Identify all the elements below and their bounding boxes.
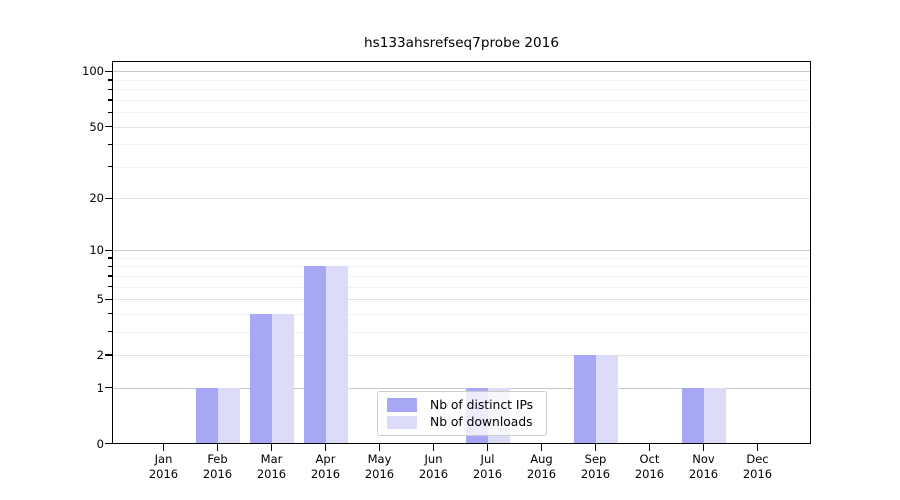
x-tick-label: Nov 2016 (688, 452, 719, 481)
y-tick-label: 50 (89, 119, 104, 134)
x-tick-mark (486, 444, 489, 451)
bar-nb-of-downloads (325, 266, 348, 444)
bar-nb-of-downloads (271, 313, 294, 444)
x-tick-mark (216, 444, 219, 451)
bar-nb-of-distinct-ips (681, 387, 704, 444)
x-tick-mark (270, 444, 273, 451)
gridline-minor (112, 286, 811, 288)
y-tick-mark-minor (108, 286, 112, 288)
gridline-1 (112, 387, 811, 389)
gridline-5 (112, 299, 811, 301)
y-tick-mark-minor (108, 313, 112, 315)
gridline-minor (112, 89, 811, 91)
legend-label: Nb of distinct IPs (430, 397, 534, 412)
y-tick-label: 0 (96, 436, 104, 451)
y-tick-mark (105, 354, 112, 356)
x-tick-mark (648, 444, 651, 451)
gridline-minor (112, 79, 811, 81)
gridline-100 (112, 71, 811, 73)
gridline-minor (112, 331, 811, 333)
gridline-10 (112, 250, 811, 252)
x-tick-mark (594, 444, 597, 451)
y-tick-mark-minor (108, 275, 112, 277)
gridline-20 (112, 198, 811, 200)
legend: Nb of distinct IPs Nb of downloads (377, 391, 547, 436)
x-tick-label: Aug 2016 (526, 452, 557, 481)
x-tick-label: Feb 2016 (202, 452, 233, 481)
gridline-minor (112, 99, 811, 101)
x-tick-mark (432, 444, 435, 451)
x-tick-mark (324, 444, 327, 451)
x-tick-mark (540, 444, 543, 451)
y-tick-mark-minor (108, 166, 112, 168)
y-tick-label: 1 (96, 380, 104, 395)
x-tick-label: Jul 2016 (472, 452, 503, 481)
y-tick-label: 20 (89, 191, 104, 206)
bar-nb-of-downloads (217, 387, 240, 444)
y-tick-mark (105, 70, 112, 73)
y-tick-label: 2 (96, 347, 104, 362)
chart-title: hs133ahsrefseq7probe 2016 (364, 35, 559, 51)
y-tick-mark-minor (108, 143, 112, 145)
x-tick-mark (162, 444, 165, 451)
plot-area: Nb of distinct IPs Nb of downloads (112, 61, 811, 444)
gridline-minor (112, 112, 811, 114)
x-tick-label: Apr 2016 (310, 452, 341, 481)
legend-swatch (387, 398, 417, 412)
y-tick-mark-minor (108, 111, 112, 113)
y-tick-mark-minor (108, 79, 112, 81)
x-tick-mark (378, 444, 381, 451)
x-tick-label: Jan 2016 (148, 452, 179, 481)
gridline-minor (112, 144, 811, 146)
y-tick-label: 5 (96, 292, 104, 307)
bar-nb-of-distinct-ips (249, 313, 272, 444)
legend-label: Nb of downloads (430, 415, 533, 430)
y-tick-mark-minor (108, 257, 112, 259)
bar-nb-of-distinct-ips (195, 387, 218, 444)
y-tick-mark (105, 298, 112, 300)
x-tick-label: May 2016 (364, 452, 395, 481)
plot-frame (112, 61, 811, 444)
legend-swatch (387, 415, 417, 429)
gridline-minor (112, 257, 811, 259)
gridline-minor (112, 313, 811, 315)
y-tick-mark (105, 387, 112, 389)
y-tick-mark-minor (108, 88, 112, 90)
y-tick-mark-minor (108, 331, 112, 333)
bar-nb-of-downloads (595, 354, 618, 444)
x-tick-label: Jun 2016 (418, 452, 449, 481)
y-tick-mark (105, 126, 112, 128)
y-tick-mark (105, 249, 112, 251)
y-tick-mark (105, 197, 112, 199)
x-tick-label: Oct 2016 (634, 452, 665, 481)
bar-nb-of-downloads (703, 387, 726, 444)
gridline-50 (112, 126, 811, 128)
y-tick-mark-minor (108, 99, 112, 101)
bar-nb-of-distinct-ips (573, 354, 596, 444)
x-tick-label: Mar 2016 (256, 452, 287, 481)
gridline-minor (112, 166, 811, 168)
x-tick-mark (702, 444, 705, 451)
y-tick-mark-minor (108, 265, 112, 268)
x-tick-mark (756, 444, 759, 451)
x-tick-label: Sep 2016 (580, 452, 611, 481)
gridline-2 (112, 354, 811, 356)
y-tick-label: 100 (82, 64, 104, 79)
gridline-minor (112, 275, 811, 277)
y-tick-mark (105, 443, 112, 445)
bar-nb-of-distinct-ips (303, 266, 326, 444)
legend-item: Nb of distinct IPs (387, 398, 538, 412)
x-tick-label: Dec 2016 (742, 452, 773, 481)
y-tick-label: 10 (89, 243, 104, 258)
gridline-minor (112, 266, 811, 268)
legend-item: Nb of downloads (387, 415, 538, 430)
